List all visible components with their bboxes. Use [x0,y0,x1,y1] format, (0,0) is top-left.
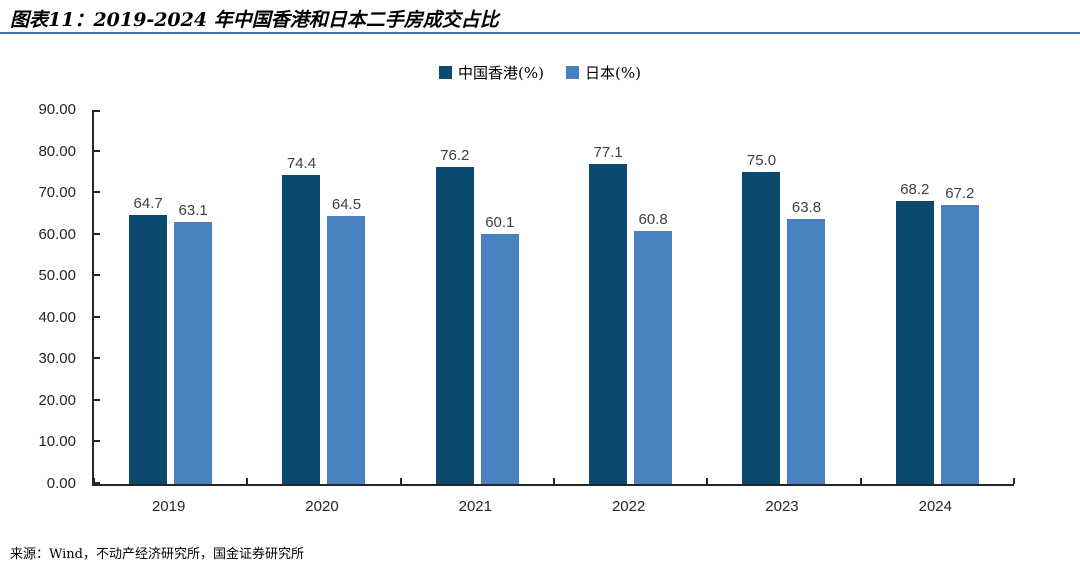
bar-value-label: 63.1 [178,201,208,219]
plot-area: 64.7 63.1 74.4 64.5 76.2 60.1 77.1 60.8 75.0 63.8… [92,110,1015,486]
y-axis-tick [94,482,100,484]
bar-group-2021: 76.2 60.1 [401,110,554,484]
x-axis-label-2024: 2024 [918,498,952,515]
y-axis-tick [94,110,100,112]
legend-swatch-hk-icon [439,66,453,79]
y-axis-tick [94,398,100,401]
x-axis-label-2023: 2023 [765,498,799,515]
bar-wrap: 77.1 [589,110,628,484]
bar-value-label: 75.0 [746,152,777,170]
y-axis-tick [94,315,100,318]
bar-wrap: 63.1 [174,110,213,484]
legend-item-hk: 中国香港(%) [439,62,544,83]
bar-hk [742,172,781,484]
y-axis-tick [94,274,100,277]
y-axis-tick-label: 70.00 [38,184,76,202]
x-axis-tick [246,478,249,484]
legend-label-hk: 中国香港(%) [458,64,544,82]
bar-japan [174,221,213,484]
y-axis-tick-label: 50.00 [38,267,76,285]
legend-item-japan: 日本(%) [566,62,641,83]
bar-value-label: 60.8 [638,211,668,229]
bar-japan [940,204,979,484]
bar-value-label: 63.8 [791,198,822,216]
bar-hk [129,215,168,484]
bar-group-2023: 75.0 63.8 [707,110,860,484]
x-axis-label-2022: 2022 [611,498,646,515]
bar-group-2019: 64.7 63.1 [94,110,247,484]
x-axis-tick [399,478,402,484]
bar-wrap: 64.5 [327,110,366,484]
bar-wrap: 63.8 [787,110,826,484]
bar-japan [787,218,826,484]
bar-hk [435,167,474,484]
bar-wrap: 68.2 [895,110,934,484]
x-axis-tick [1013,478,1015,484]
bar-value-label: 64.7 [133,195,163,213]
bar-group-2020: 74.4 64.5 [247,110,400,484]
x-axis-label-2019: 2019 [151,498,186,515]
bar-wrap: 75.0 [742,110,781,484]
x-axis-label-2020: 2020 [305,498,339,515]
chart-title: 图表11：2019-2024 年中国香港和日本二手房成交占比 [10,9,499,31]
y-axis-tick-label: 20.00 [38,391,76,409]
bar-value-label: 68.2 [900,180,930,198]
bar-hk [895,200,934,484]
x-axis-tick [93,478,95,484]
bar-value-label: 64.5 [331,195,362,213]
bar-japan [327,215,366,484]
bar-wrap: 74.4 [282,110,321,484]
y-axis-tick-label: 60.00 [38,225,76,243]
y-axis-tick-label: 10.00 [38,433,76,451]
y-axis-tick [94,440,100,443]
y-axis-tick [94,149,100,152]
y-axis-tick [94,357,100,360]
bar-wrap: 64.7 [129,110,168,484]
legend-swatch-japan-icon [566,66,579,79]
y-axis-tick [94,191,100,194]
x-axis-tick [859,478,862,484]
bar-value-label: 60.1 [485,214,515,232]
bar-value-label: 77.1 [593,143,623,161]
plot-bars: 64.7 63.1 74.4 64.5 76.2 60.1 77.1 60.8 75.0 63.8… [94,110,1014,484]
bar-wrap: 60.8 [634,110,673,484]
legend-label-japan: 日本(%) [585,64,641,82]
y-axis-tick-label: 30.00 [38,350,76,368]
bar-japan [634,231,673,484]
bar-hk [589,163,628,484]
bar-group-2024: 68.2 67.2 [861,110,1014,484]
x-axis-tick [553,478,555,484]
bar-group-2022: 77.1 60.8 [554,110,707,484]
bar-wrap: 76.2 [435,110,474,484]
y-axis-tick-label: 40.00 [38,308,76,326]
y-axis-tick-label: 80.00 [38,142,76,160]
bar-value-label: 67.2 [945,184,975,202]
bar-value-label: 76.2 [440,147,470,165]
source-note: 来源：Wind，不动产经济研究所，国金证券研究所 [10,547,304,562]
x-axis-tick [706,478,709,484]
bar-wrap: 60.1 [480,110,519,484]
chart-legend: 中国香港(%) 日本(%) [0,62,1080,83]
y-axis-tick [94,232,100,235]
x-axis-label-2021: 2021 [458,498,492,515]
bar-chart: 0.00 10.00 20.00 30.00 40.00 50.00 60.00 70.00 8… [0,101,1080,530]
y-axis-tick-label: 90.00 [38,101,76,118]
y-axis-tick-label: 0.00 [46,475,76,492]
bar-hk [282,174,321,484]
bar-value-label: 74.4 [286,154,317,172]
x-axis-labels: 2019 2020 2021 2022 2023 2024 [92,498,1012,515]
bar-japan [480,234,519,484]
title-divider-line [0,32,1080,34]
bar-wrap: 67.2 [940,110,979,484]
